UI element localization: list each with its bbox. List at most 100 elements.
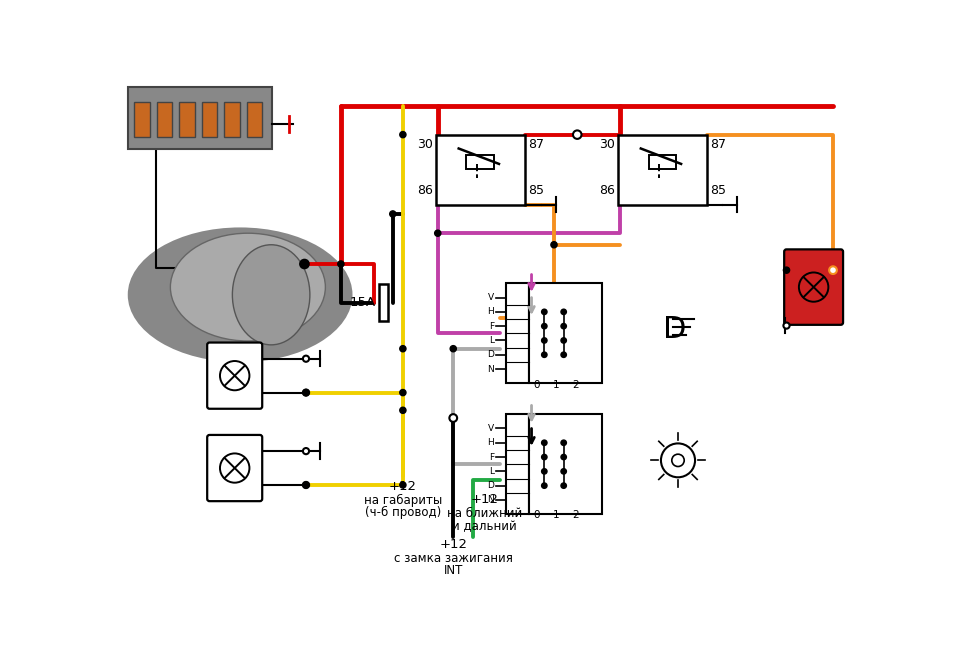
Circle shape [783,323,789,329]
Text: D: D [662,315,685,344]
Circle shape [561,440,566,446]
Text: 15A: 15A [349,296,375,309]
Circle shape [338,261,344,267]
FancyBboxPatch shape [207,435,262,501]
Circle shape [541,309,547,315]
Text: на габариты: на габариты [364,494,442,507]
Circle shape [399,131,406,138]
Bar [128,87,272,148]
Text: 87: 87 [528,138,544,151]
Text: с замка зажигания: с замка зажигания [394,552,513,565]
Circle shape [672,454,684,467]
Text: 0: 0 [534,510,540,520]
Bar [506,414,529,514]
FancyBboxPatch shape [207,343,262,409]
Bar [180,102,195,137]
Circle shape [561,454,566,460]
Circle shape [829,267,836,273]
Circle shape [303,482,309,488]
Text: 1: 1 [553,510,560,520]
Circle shape [390,211,396,217]
Circle shape [399,407,406,413]
Circle shape [573,131,582,139]
Text: D: D [487,481,494,490]
Circle shape [541,338,547,343]
Circle shape [450,415,456,421]
Text: 2: 2 [572,379,579,389]
Text: 85: 85 [528,184,544,197]
Text: L: L [489,467,494,476]
Text: 85: 85 [710,184,726,197]
Text: INT: INT [444,564,463,578]
Text: N: N [487,364,494,374]
Circle shape [399,482,406,488]
Circle shape [541,483,547,488]
Text: +12: +12 [440,538,468,551]
Bar [467,156,494,170]
Text: 86: 86 [417,184,433,197]
Circle shape [799,273,828,302]
FancyBboxPatch shape [784,249,843,325]
Circle shape [561,309,566,315]
Text: H: H [487,308,494,316]
Text: 2: 2 [572,510,579,520]
Circle shape [783,267,789,273]
Text: +12: +12 [470,494,498,506]
Text: F: F [489,321,494,331]
Text: 87: 87 [710,138,726,151]
Text: V: V [488,293,494,302]
Text: на ближний: на ближний [446,508,522,520]
Ellipse shape [232,245,310,345]
Bar [134,102,150,137]
Text: F: F [489,453,494,461]
Bar [506,283,529,383]
Circle shape [829,267,837,274]
Circle shape [660,444,695,477]
Circle shape [561,323,566,329]
Circle shape [541,440,547,446]
Text: 30: 30 [599,138,614,151]
Text: (ч-б провод): (ч-б провод) [365,506,441,519]
Circle shape [301,261,307,267]
Circle shape [551,242,557,248]
Circle shape [399,389,406,396]
Text: H: H [487,438,494,447]
Circle shape [561,483,566,488]
Circle shape [303,448,309,454]
Circle shape [561,352,566,358]
Text: и дальний: и дальний [452,519,516,533]
Bar [436,135,525,205]
Circle shape [541,454,547,460]
Circle shape [449,414,457,422]
Circle shape [303,356,309,362]
Circle shape [220,453,250,482]
Text: +12: +12 [389,480,417,492]
Circle shape [574,131,581,138]
Bar [618,135,708,205]
Text: V: V [488,424,494,433]
Ellipse shape [170,233,325,341]
Circle shape [561,338,566,343]
Circle shape [541,352,547,358]
Circle shape [541,323,547,329]
Bar [156,102,172,137]
Bar [529,283,603,383]
Circle shape [303,389,309,396]
Bar [379,284,388,321]
Text: 1: 1 [553,379,560,389]
Circle shape [220,361,250,390]
Bar [649,156,677,170]
Text: D: D [487,350,494,359]
Circle shape [573,131,581,139]
Text: L: L [489,336,494,345]
Bar [225,102,240,137]
Text: N: N [487,496,494,504]
Circle shape [303,389,309,396]
Bar [529,414,603,514]
Ellipse shape [128,228,352,362]
Text: 86: 86 [599,184,614,197]
Text: 0: 0 [534,379,540,389]
Circle shape [561,469,566,474]
Circle shape [541,469,547,474]
Circle shape [435,230,441,236]
